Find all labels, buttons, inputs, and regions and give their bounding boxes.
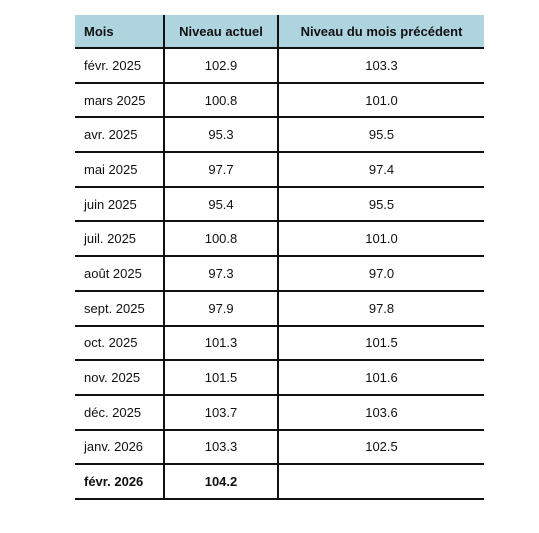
current-level-cell: 103.7 — [163, 394, 278, 431]
table-row: août 2025 97.3 97.0 — [75, 256, 484, 292]
month-cell: juil. 2025 — [75, 221, 164, 258]
current-level-cell: 97.7 — [163, 152, 278, 188]
table-row: juin 2025 95.4 95.5 — [75, 186, 484, 223]
previous-level-cell: 101.0 — [277, 221, 484, 258]
level-table: Mois Niveau actuel Niveau du mois précéd… — [75, 15, 484, 500]
previous-level-cell: 101.0 — [277, 82, 484, 119]
previous-level-cell: 97.8 — [277, 290, 484, 327]
column-header-previous-level: Niveau du mois précédent — [277, 15, 484, 49]
month-cell: sept. 2025 — [75, 290, 164, 327]
current-level-cell: 103.3 — [163, 429, 278, 466]
table-row: févr. 2026 104.2 — [75, 464, 484, 500]
previous-level-cell: 102.5 — [277, 429, 484, 466]
current-level-cell: 97.9 — [163, 290, 278, 327]
month-cell: janv. 2026 — [75, 429, 164, 466]
previous-level-cell: 103.6 — [277, 394, 484, 431]
table-body: févr. 2025 102.9 103.3 mars 2025 100.8 101.0 a… — [75, 48, 484, 500]
table-row: avr. 2025 95.3 95.5 — [75, 117, 484, 154]
table-header: Mois Niveau actuel Niveau du mois précéd… — [75, 15, 484, 49]
month-cell: mars 2025 — [75, 82, 164, 119]
header-row: Mois Niveau actuel Niveau du mois précéd… — [75, 15, 484, 49]
current-level-cell: 101.3 — [163, 325, 278, 362]
table-row: mars 2025 100.8 101.0 — [75, 82, 484, 119]
current-level-cell: 95.4 — [163, 186, 278, 223]
table-row: nov. 2025 101.5 101.6 — [75, 360, 484, 396]
column-header-month: Mois — [75, 15, 164, 49]
table-row: févr. 2025 102.9 103.3 — [75, 48, 484, 84]
current-level-cell: 100.8 — [163, 221, 278, 258]
table-row: mai 2025 97.7 97.4 — [75, 152, 484, 188]
current-level-cell: 101.5 — [163, 360, 278, 396]
table-row: juil. 2025 100.8 101.0 — [75, 221, 484, 258]
table-row: oct. 2025 101.3 101.5 — [75, 325, 484, 362]
month-cell: févr. 2025 — [75, 48, 164, 84]
current-level-cell: 100.8 — [163, 82, 278, 119]
table-row: sept. 2025 97.9 97.8 — [75, 290, 484, 327]
month-cell: juin 2025 — [75, 186, 164, 223]
previous-level-cell: 101.5 — [277, 325, 484, 362]
current-level-cell: 97.3 — [163, 256, 278, 292]
previous-level-cell: 95.5 — [277, 186, 484, 223]
previous-level-cell: 97.0 — [277, 256, 484, 292]
current-level-cell: 102.9 — [163, 48, 278, 84]
month-cell: févr. 2026 — [75, 464, 164, 500]
month-cell: déc. 2025 — [75, 394, 164, 431]
previous-level-cell: 103.3 — [277, 48, 484, 84]
current-level-cell: 95.3 — [163, 117, 278, 154]
table-row: déc. 2025 103.7 103.6 — [75, 394, 484, 431]
month-cell: mai 2025 — [75, 152, 164, 188]
month-cell: août 2025 — [75, 256, 164, 292]
previous-level-cell: 95.5 — [277, 117, 484, 154]
previous-level-cell: 97.4 — [277, 152, 484, 188]
table-row: janv. 2026 103.3 102.5 — [75, 429, 484, 466]
column-header-current-level: Niveau actuel — [163, 15, 278, 49]
current-level-cell: 104.2 — [163, 464, 278, 500]
previous-level-cell — [277, 464, 484, 500]
month-cell: oct. 2025 — [75, 325, 164, 362]
month-cell: avr. 2025 — [75, 117, 164, 154]
month-cell: nov. 2025 — [75, 360, 164, 396]
previous-level-cell: 101.6 — [277, 360, 484, 396]
